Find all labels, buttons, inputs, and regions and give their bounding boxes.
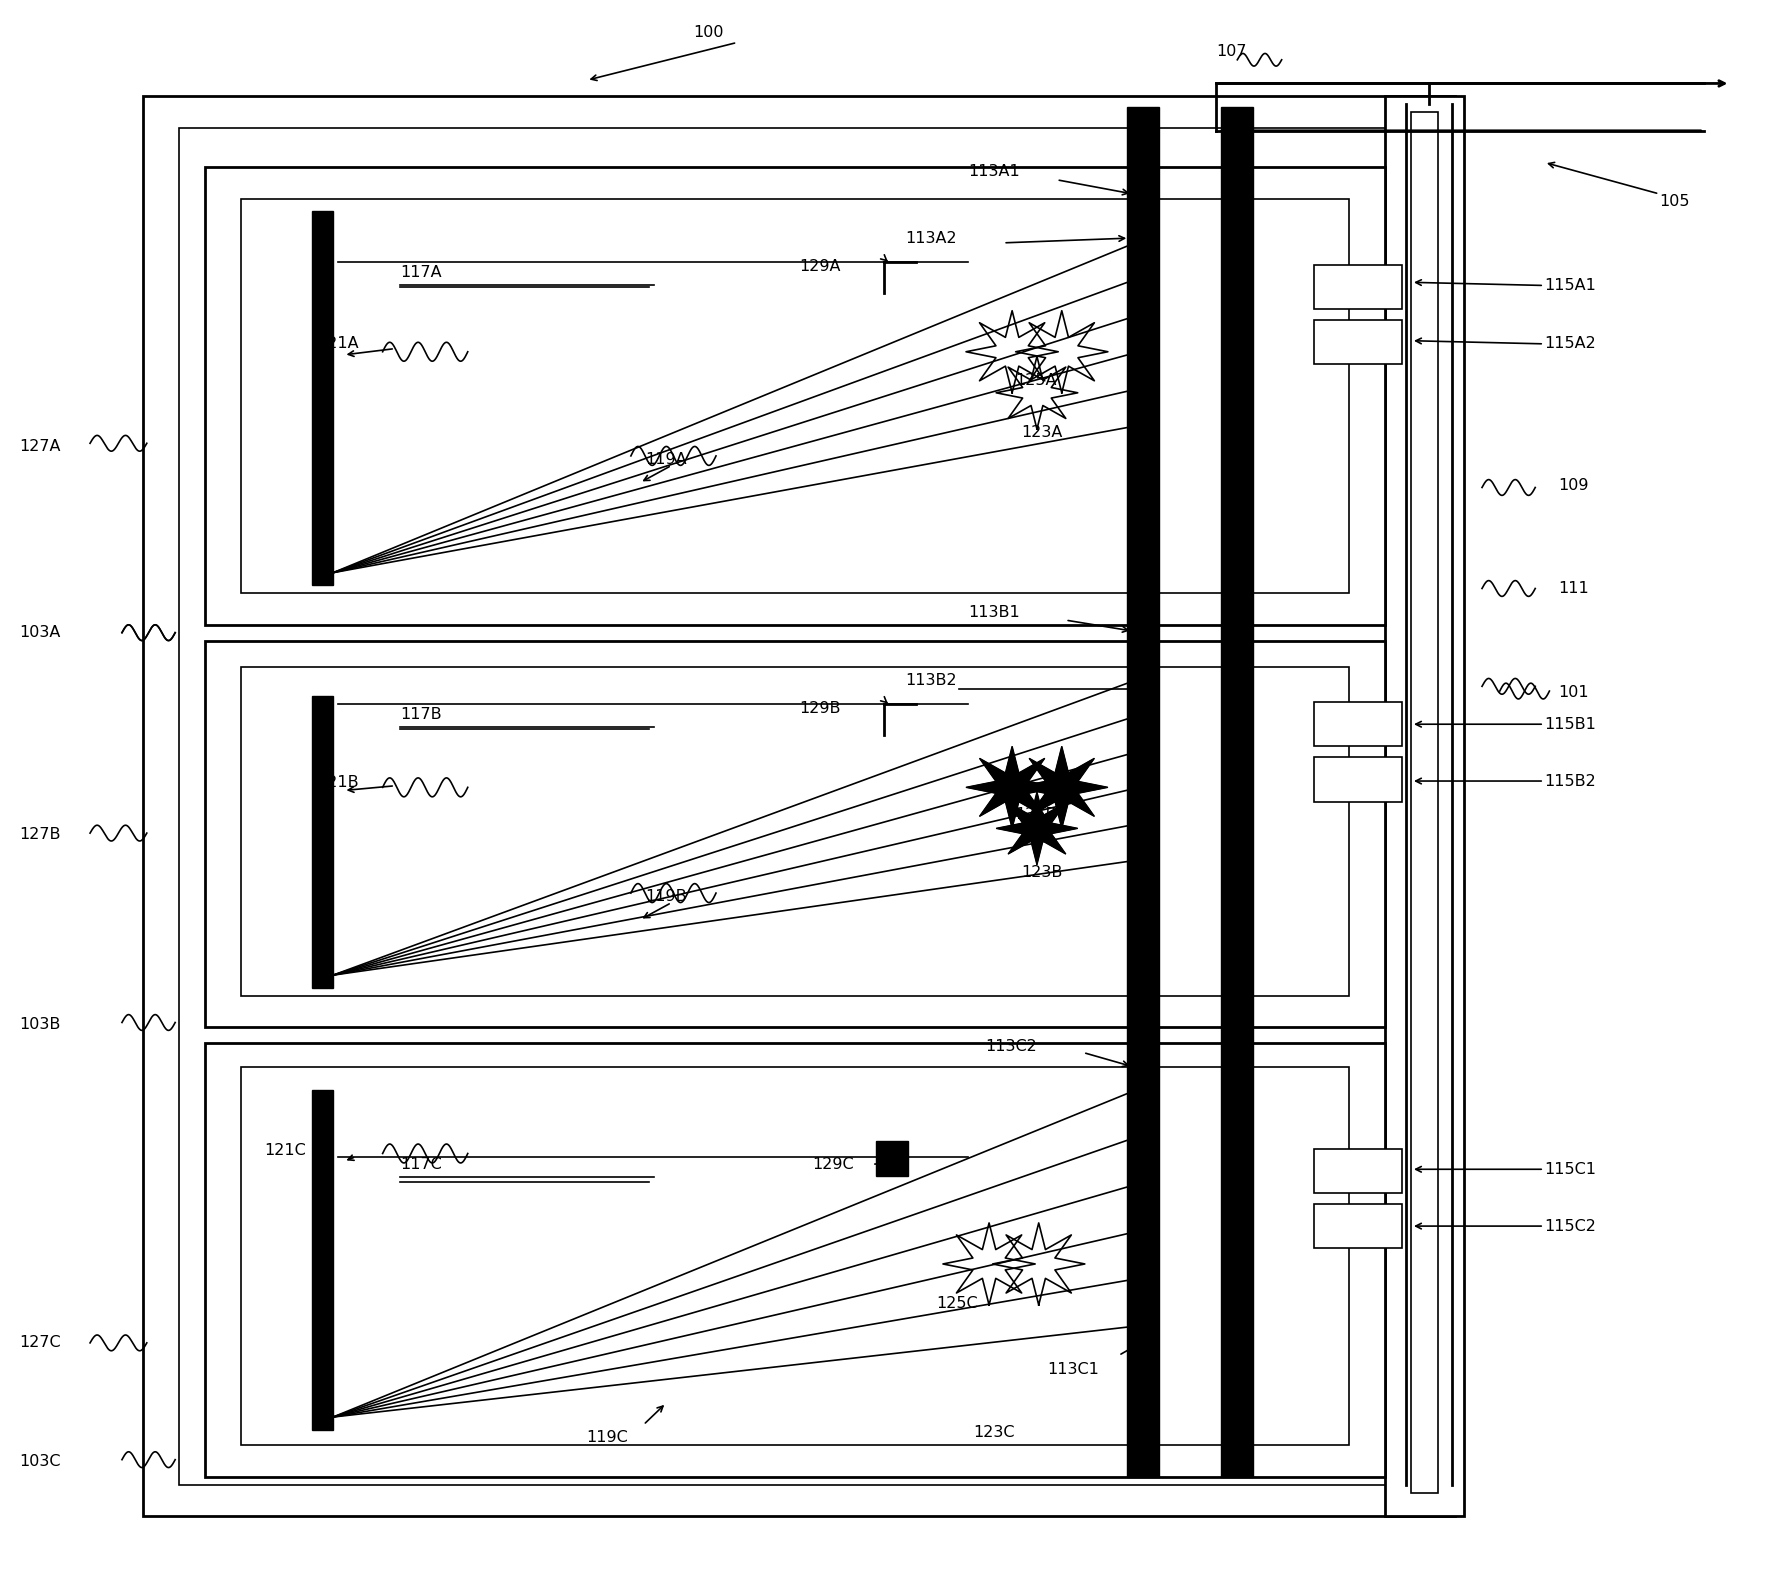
Text: 129A: 129A bbox=[799, 259, 840, 274]
Text: 125A: 125A bbox=[1016, 373, 1057, 387]
Text: 107: 107 bbox=[1217, 44, 1247, 60]
Bar bbox=[313, 212, 332, 585]
Text: 121C: 121C bbox=[265, 1143, 305, 1157]
Text: 113B1: 113B1 bbox=[968, 604, 1019, 620]
Text: 127A: 127A bbox=[20, 440, 60, 454]
Polygon shape bbox=[996, 792, 1078, 865]
Text: 117C: 117C bbox=[400, 1157, 442, 1172]
Bar bbox=[1314, 266, 1403, 310]
Text: 113C2: 113C2 bbox=[986, 1039, 1037, 1053]
Text: 119A: 119A bbox=[645, 452, 687, 466]
Text: 121A: 121A bbox=[318, 337, 359, 351]
Polygon shape bbox=[1016, 746, 1108, 828]
Text: 101: 101 bbox=[1558, 685, 1590, 700]
Text: 115C1: 115C1 bbox=[1543, 1162, 1597, 1176]
Bar bbox=[1314, 757, 1403, 802]
Text: 113A2: 113A2 bbox=[906, 231, 957, 245]
Bar bbox=[1314, 1205, 1403, 1247]
Bar bbox=[242, 1067, 1350, 1445]
Bar bbox=[179, 128, 1421, 1485]
Bar bbox=[1314, 1149, 1403, 1194]
Text: 123A: 123A bbox=[1021, 425, 1062, 440]
Bar bbox=[1222, 108, 1254, 1477]
Bar bbox=[206, 1043, 1385, 1477]
Text: 117B: 117B bbox=[400, 707, 442, 723]
Text: 127C: 127C bbox=[20, 1336, 60, 1350]
Bar bbox=[242, 199, 1350, 593]
Text: 115C2: 115C2 bbox=[1543, 1219, 1597, 1233]
Text: 103B: 103B bbox=[20, 1017, 60, 1031]
Text: 119B: 119B bbox=[645, 889, 687, 904]
Bar bbox=[206, 168, 1385, 624]
Bar bbox=[242, 667, 1350, 996]
Bar bbox=[313, 696, 332, 988]
Text: 119C: 119C bbox=[586, 1431, 629, 1445]
Text: 129C: 129C bbox=[812, 1157, 854, 1172]
Text: 123C: 123C bbox=[973, 1426, 1014, 1440]
Text: 129B: 129B bbox=[799, 700, 840, 716]
Bar bbox=[1314, 321, 1403, 364]
Text: 115B1: 115B1 bbox=[1543, 716, 1597, 732]
Text: 109: 109 bbox=[1558, 479, 1590, 493]
Text: 117A: 117A bbox=[400, 266, 442, 280]
Polygon shape bbox=[966, 746, 1058, 828]
Text: 115B2: 115B2 bbox=[1543, 773, 1597, 789]
Text: 103A: 103A bbox=[20, 624, 60, 640]
Bar bbox=[1128, 108, 1160, 1477]
Text: 115A2: 115A2 bbox=[1543, 337, 1597, 351]
Text: 113A1: 113A1 bbox=[968, 164, 1019, 179]
Text: 123B: 123B bbox=[1021, 865, 1062, 881]
Text: 113B2: 113B2 bbox=[906, 672, 957, 688]
Text: 103C: 103C bbox=[20, 1455, 60, 1469]
Text: 121B: 121B bbox=[318, 775, 359, 790]
Bar bbox=[1385, 96, 1463, 1516]
Text: 125C: 125C bbox=[936, 1296, 977, 1311]
Bar bbox=[1412, 112, 1439, 1492]
Bar bbox=[876, 1141, 908, 1176]
Bar bbox=[144, 96, 1455, 1516]
Text: 127B: 127B bbox=[20, 827, 60, 843]
Bar bbox=[1314, 702, 1403, 746]
Text: 100: 100 bbox=[693, 25, 723, 41]
Text: 111: 111 bbox=[1558, 580, 1590, 596]
Bar bbox=[206, 640, 1385, 1028]
Text: 115A1: 115A1 bbox=[1543, 278, 1597, 292]
Text: 125B: 125B bbox=[1016, 806, 1057, 822]
Text: 113C1: 113C1 bbox=[1048, 1363, 1099, 1377]
Text: 105: 105 bbox=[1659, 194, 1689, 209]
Bar bbox=[313, 1091, 332, 1429]
